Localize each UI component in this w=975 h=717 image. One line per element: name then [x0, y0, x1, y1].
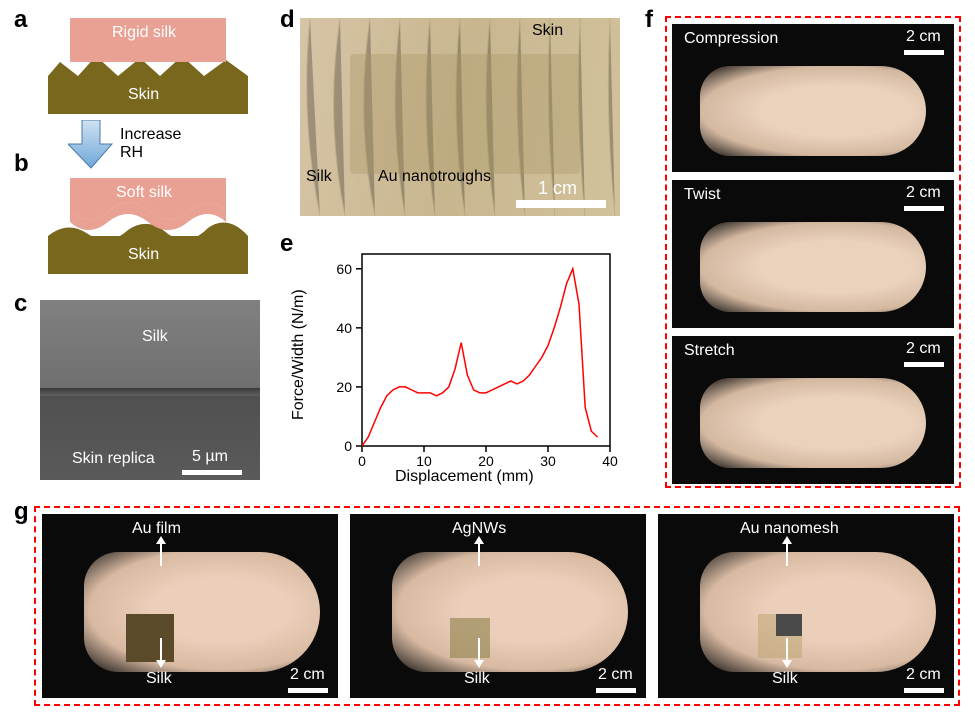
label-silk-g3: Silk — [772, 670, 798, 688]
label-skin-replica: Skin replica — [72, 450, 155, 468]
panel-label-f: f — [645, 6, 653, 34]
svg-text:60: 60 — [336, 261, 352, 277]
arrow-g3-up — [786, 542, 788, 566]
label-stretch: Stretch — [684, 342, 735, 360]
scalebar-f1 — [904, 50, 944, 55]
arrow-increase-rh — [68, 120, 114, 170]
scalebar-g3-label: 2 cm — [906, 666, 941, 684]
arrow-g1-down — [160, 638, 162, 662]
label-silk-g2: Silk — [464, 670, 490, 688]
svg-text:40: 40 — [602, 453, 618, 469]
panel-label-d: d — [280, 6, 295, 34]
svg-text:0: 0 — [358, 453, 366, 469]
scalebar-c-label: 5 µm — [192, 448, 228, 466]
scalebar-g1 — [288, 688, 328, 693]
scalebar-f3-label: 2 cm — [906, 340, 941, 358]
label-au-nanotroughs: Au nanotroughs — [378, 168, 491, 186]
scalebar-g2-label: 2 cm — [598, 666, 633, 684]
chart-force-displacement: 0 10 20 30 40 0 20 40 60 — [302, 242, 622, 488]
svg-text:10: 10 — [416, 453, 432, 469]
panel-label-g: g — [14, 498, 29, 526]
label-compression: Compression — [684, 30, 778, 48]
arrow-g2-down — [478, 638, 480, 662]
svg-text:30: 30 — [540, 453, 556, 469]
svg-text:40: 40 — [336, 320, 352, 336]
scalebar-f2 — [904, 206, 944, 211]
panel-label-b: b — [14, 150, 29, 178]
svg-text:0: 0 — [344, 438, 352, 454]
arrow-g2-up — [478, 542, 480, 566]
scalebar-d-label: 1 cm — [538, 178, 577, 199]
scalebar-g3 — [904, 688, 944, 693]
scalebar-f2-label: 2 cm — [906, 184, 941, 202]
label-skin-b: Skin — [128, 246, 159, 264]
panel-label-a: a — [14, 6, 27, 34]
scalebar-g1-label: 2 cm — [290, 666, 325, 684]
label-soft-silk: Soft silk — [116, 184, 172, 202]
xlabel: Displacement (mm) — [395, 468, 534, 486]
scalebar-c — [182, 470, 242, 475]
arrow-g1-up — [160, 542, 162, 566]
ylabel: Force/Width (N/m) — [290, 289, 308, 420]
panel-label-c: c — [14, 290, 27, 318]
svg-text:20: 20 — [478, 453, 494, 469]
label-silk-g1: Silk — [146, 670, 172, 688]
svg-text:20: 20 — [336, 379, 352, 395]
panel-label-e: e — [280, 230, 293, 258]
label-skin-a: Skin — [128, 86, 159, 104]
label-skin-d: Skin — [532, 22, 563, 40]
arrow-g3-down — [786, 638, 788, 662]
label-silk-d: Silk — [306, 168, 332, 186]
label-increase-rh: Increase RH — [120, 126, 181, 162]
scalebar-f3 — [904, 362, 944, 367]
label-twist: Twist — [684, 186, 720, 204]
scalebar-g2 — [596, 688, 636, 693]
scalebar-d — [516, 200, 606, 208]
label-silk-c: Silk — [142, 328, 168, 346]
scalebar-f1-label: 2 cm — [906, 28, 941, 46]
label-rigid-silk: Rigid silk — [112, 24, 176, 42]
